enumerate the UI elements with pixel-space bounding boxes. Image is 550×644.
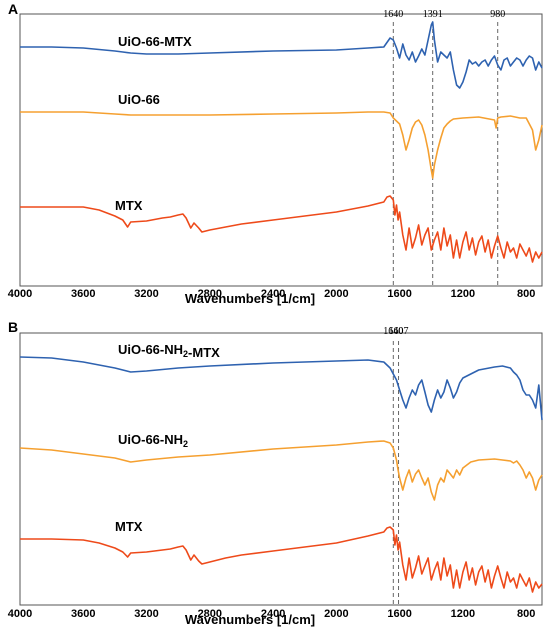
panel-b-series-label-1: UiO-66-NH2-MTX [118, 342, 220, 360]
panel-a-series-label-1: UiO-66-MTX [118, 34, 192, 49]
panel-b-x-tick-2400: 2400 [261, 608, 285, 620]
panel-b-spectrum-3 [20, 526, 543, 593]
panel-a-marker-label-1391: 1391 [423, 9, 443, 20]
panel-b-marker-label-1607: 1607 [389, 326, 409, 337]
panel-a-x-tick-800: 800 [517, 288, 535, 300]
panel-b-series-label-2: UiO-66-NH2 [118, 432, 188, 449]
panel-b-series-label-3: MTX [115, 519, 143, 534]
panel-a-plot-frame [19, 13, 543, 287]
panel-a-spectrum-3 [20, 195, 543, 263]
panel-a-series-label-3: MTX [115, 198, 143, 213]
panel-a-x-tick-1600: 1600 [387, 288, 411, 300]
panel-a-x-tick-3600: 3600 [71, 288, 95, 300]
panel-a-x-tick-3200: 3200 [134, 288, 158, 300]
panel-a-spectrum-2 [20, 111, 543, 179]
panel-a-x-tick-2000: 2000 [324, 288, 348, 300]
panel-b-x-axis-title: Wavenumbers [1/cm] [185, 612, 315, 627]
panel-b-x-tick-4000: 4000 [8, 608, 32, 620]
panel-b-x-tick-2800: 2800 [198, 608, 222, 620]
panel-b-spectrum-2 [19, 440, 543, 501]
panel-a-x-tick-2800: 2800 [198, 288, 222, 300]
panel-a-spectrum-1 [20, 21, 543, 89]
panel-b-plot-frame [19, 332, 543, 606]
panel-b-x-tick-2000: 2000 [324, 608, 348, 620]
panel-a-x-tick-2400: 2400 [261, 288, 285, 300]
panel-a-series-label-2: UiO-66 [118, 92, 160, 107]
panel-a-marker-label-1640: 1640 [383, 9, 403, 20]
panel-b-x-tick-1600: 1600 [387, 608, 411, 620]
panel-a-x-tick-4000: 4000 [8, 288, 32, 300]
panel-a-x-tick-1200: 1200 [451, 288, 475, 300]
panel-b-x-tick-1200: 1200 [451, 608, 475, 620]
panel-b-letter: B [8, 319, 18, 335]
panel-a-letter: A [8, 1, 18, 17]
panel-b-marker-label-1640: 1640 [383, 326, 403, 337]
panel-b-x-tick-3200: 3200 [134, 608, 158, 620]
panel-b-spectrum-1 [19, 356, 543, 421]
panel-b-x-tick-800: 800 [517, 608, 535, 620]
panel-a-marker-label-980: 980 [490, 9, 505, 20]
panel-b-x-tick-3600: 3600 [71, 608, 95, 620]
panel-a-x-axis-title: Wavenumbers [1/cm] [185, 291, 315, 306]
